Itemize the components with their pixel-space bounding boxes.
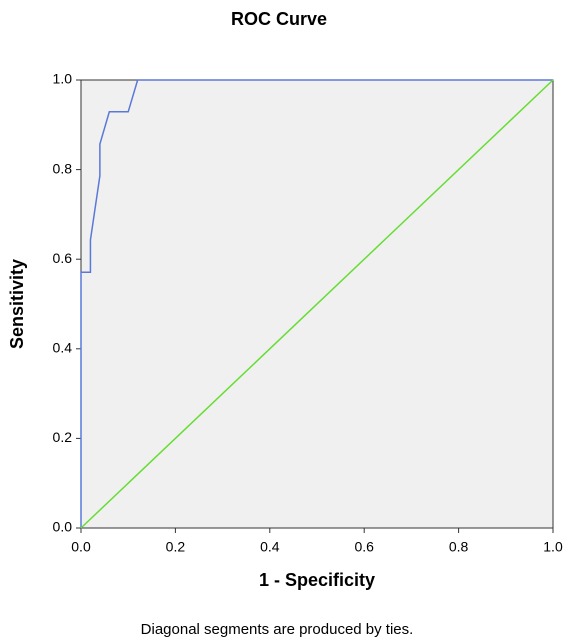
y-tick-label: 0.4 bbox=[53, 340, 73, 356]
x-tick-label: 0.8 bbox=[449, 539, 469, 555]
x-tick-label: 0.2 bbox=[166, 539, 186, 555]
x-tick-label: 0.0 bbox=[71, 539, 91, 555]
line bbox=[80, 79, 554, 529]
chart-title: ROC Curve bbox=[231, 9, 327, 29]
x-tick-label: 0.4 bbox=[260, 539, 280, 555]
y-tick-label: 0.2 bbox=[53, 429, 73, 445]
x-tick-label: 0.6 bbox=[354, 539, 374, 555]
y-tick-label: 1.0 bbox=[53, 71, 73, 87]
line bbox=[80, 79, 553, 528]
y-tick-label: 0.0 bbox=[53, 519, 73, 535]
x-axis-label: 1 - Specificity bbox=[259, 570, 375, 590]
y-tick-label: 0.8 bbox=[53, 160, 73, 176]
y-axis-label: Sensitivity bbox=[7, 259, 27, 349]
footnote: Diagonal segments are produced by ties. bbox=[141, 621, 414, 638]
x-tick-label: 1.0 bbox=[543, 539, 563, 555]
y-tick-label: 0.6 bbox=[53, 250, 73, 266]
